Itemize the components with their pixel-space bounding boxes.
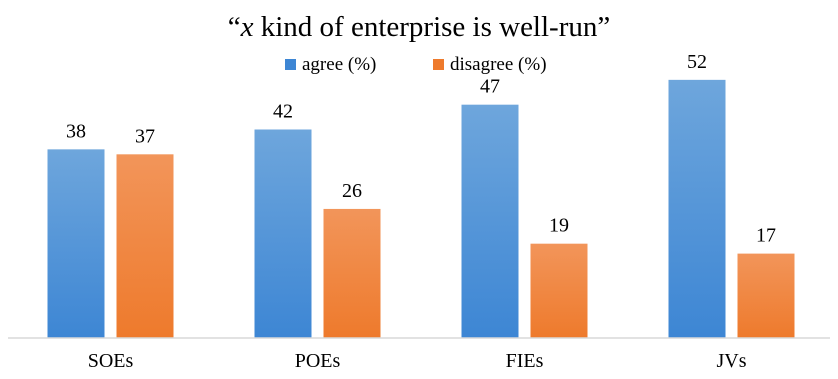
data-labels-group: 38 37 42 26 47 19 52 17: [66, 51, 776, 247]
title-italic-x: x: [240, 11, 254, 43]
chart-title: “x kind of enterprise is well-run”: [228, 11, 611, 43]
bar-jvs-agree: [668, 79, 726, 338]
legend-label-agree: agree (%): [302, 54, 376, 75]
data-label-jvs-disagree: 17: [756, 225, 776, 247]
x-tick-labels-group: SOEs POEs FIEs JVs: [88, 350, 747, 372]
data-label-fies-disagree: 19: [549, 215, 569, 237]
data-label-poes-disagree: 26: [342, 180, 362, 202]
data-label-poes-agree: 42: [273, 101, 293, 123]
data-label-soes-agree: 38: [66, 120, 86, 142]
x-tick-soes: SOEs: [88, 350, 134, 372]
x-tick-jvs: JVs: [716, 350, 746, 372]
title-open-quote: “: [228, 11, 241, 43]
x-tick-fies: FIEs: [506, 350, 544, 372]
data-label-soes-disagree: 37: [135, 125, 155, 147]
title-rest: kind of enterprise is well-run”: [253, 11, 610, 43]
data-label-jvs-agree: 52: [687, 51, 707, 73]
x-tick-poes: POEs: [295, 350, 341, 372]
bar-fies-agree: [461, 104, 519, 338]
bar-jvs-disagree: [737, 253, 795, 338]
bars-group: [47, 79, 795, 338]
legend-swatch-agree: [285, 59, 296, 70]
bar-soes-agree: [47, 149, 105, 338]
bar-fies-disagree: [530, 243, 588, 338]
legend-label-disagree: disagree (%): [450, 54, 547, 75]
legend-swatch-disagree: [433, 59, 444, 70]
bar-poes-agree: [254, 129, 312, 338]
data-label-fies-agree: 47: [480, 76, 500, 98]
legend: agree (%) disagree (%): [285, 54, 547, 75]
bar-poes-disagree: [323, 208, 381, 338]
bar-soes-disagree: [116, 154, 174, 338]
